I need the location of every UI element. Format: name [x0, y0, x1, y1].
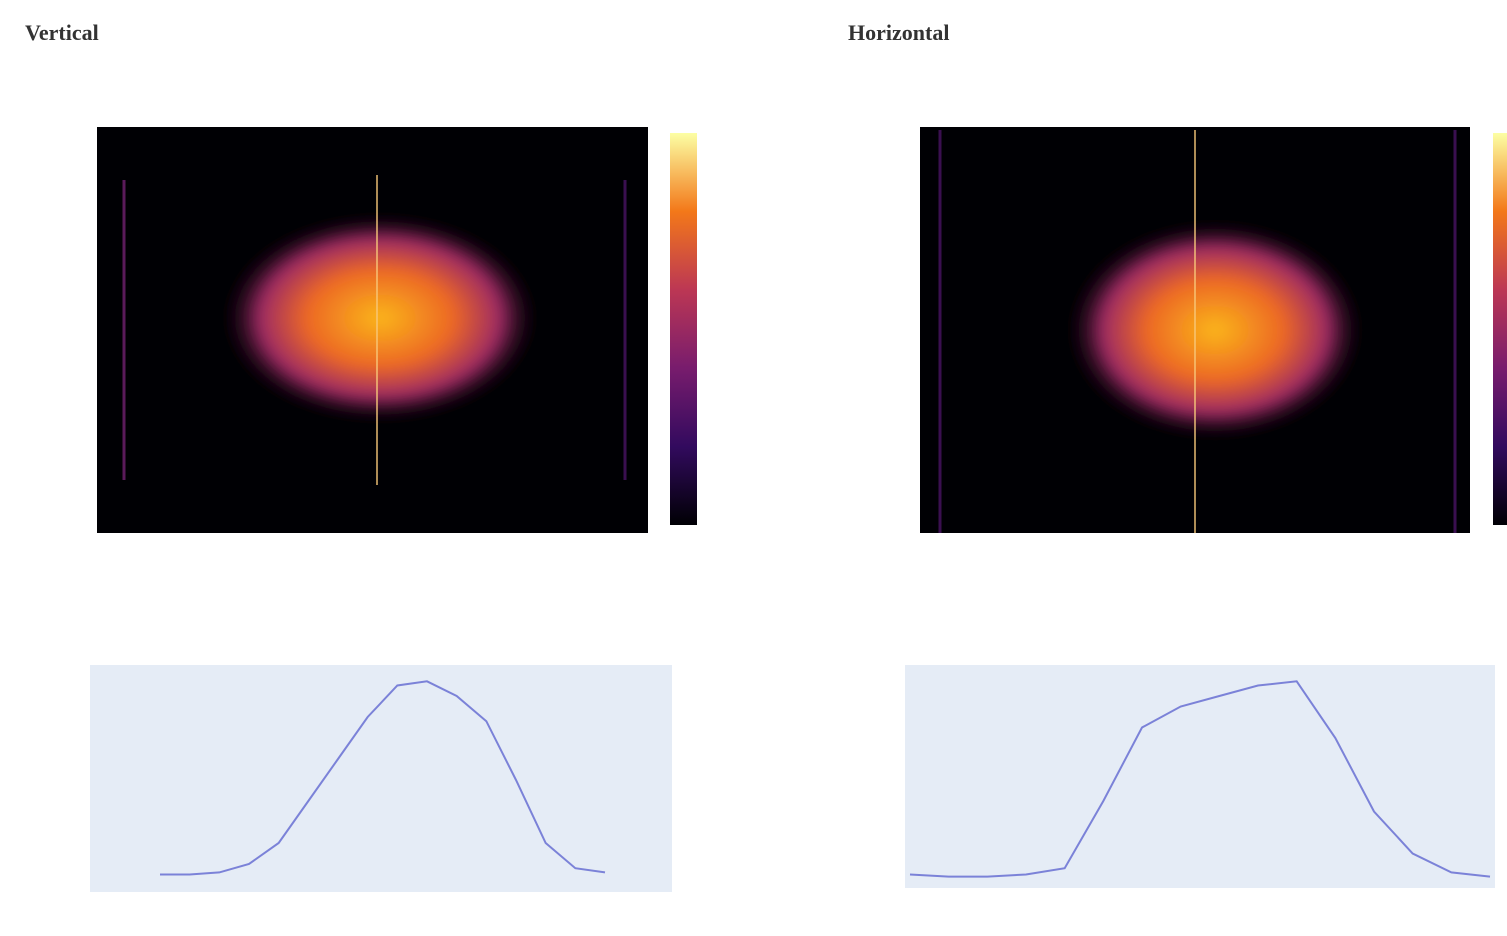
profile-line: [160, 680, 606, 876]
heatmap-right: [920, 127, 1507, 533]
plot-area: [905, 665, 1495, 888]
plot-area: [90, 665, 672, 892]
heatmap-left: [97, 127, 697, 533]
panel-title: Vertical: [25, 20, 99, 45]
panel-title: Horizontal: [848, 20, 950, 45]
profile-line: [909, 680, 1491, 878]
